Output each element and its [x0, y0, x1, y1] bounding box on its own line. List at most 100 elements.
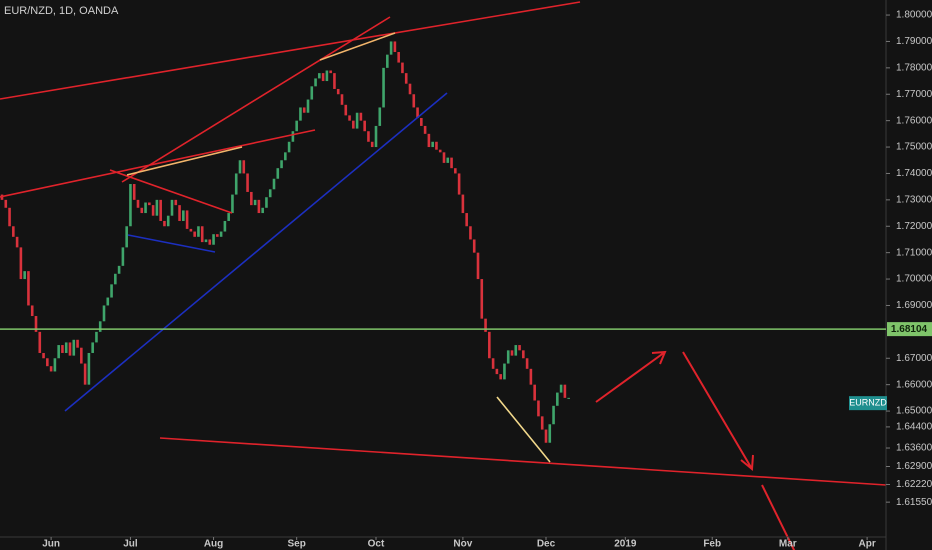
- candle-body: [208, 239, 212, 245]
- candle-body: [552, 405, 555, 425]
- candle-body: [457, 173, 461, 195]
- y-tick-label: 1.71000: [896, 247, 932, 258]
- candle-body: [250, 191, 253, 206]
- y-tick-label: 1.70000: [896, 274, 932, 285]
- candle-body: [189, 228, 193, 232]
- candle-body: [408, 83, 412, 95]
- candle-body: [106, 297, 110, 306]
- candle-body: [416, 107, 419, 119]
- candle-body: [193, 231, 196, 237]
- candle-body: [246, 173, 249, 192]
- candle-body: [102, 305, 106, 322]
- candle-body: [431, 141, 434, 148]
- candle-body: [306, 99, 310, 113]
- candle-body: [302, 107, 306, 113]
- candle-body: [548, 424, 552, 443]
- candle-body: [166, 215, 170, 227]
- candle-body: [563, 384, 567, 398]
- chart-title: EUR/NZD, 1D, OANDA: [4, 5, 119, 17]
- trend-line: [121, 16, 391, 183]
- candle-body: [567, 397, 570, 399]
- candle-body: [314, 78, 317, 87]
- symbol-badge: [849, 396, 887, 411]
- candle-body: [95, 331, 98, 343]
- candle-body: [367, 131, 370, 142]
- candle-body: [329, 70, 332, 74]
- candle-body: [178, 205, 181, 221]
- candle-body: [476, 252, 480, 280]
- candle-body: [46, 358, 49, 367]
- candle-body: [265, 197, 268, 208]
- y-tick-label: 1.69000: [896, 300, 932, 311]
- y-tick-label: 1.67000: [896, 353, 932, 364]
- candle-body: [87, 352, 91, 385]
- candle-body: [155, 199, 159, 216]
- y-tick-label: 1.62220: [896, 479, 932, 490]
- candle-body: [227, 213, 230, 221]
- candle-body: [182, 210, 185, 221]
- candle-body: [382, 67, 385, 108]
- candle-body: [117, 265, 121, 274]
- candle-body: [174, 199, 178, 206]
- candle-body: [148, 202, 151, 206]
- candle-body: [129, 184, 132, 227]
- candle-body: [401, 62, 404, 74]
- candle-body: [363, 120, 366, 132]
- candle-body: [268, 189, 272, 198]
- candle-body: [234, 173, 238, 195]
- candle-body: [280, 160, 283, 169]
- candle-body: [49, 366, 53, 372]
- candle-body: [219, 231, 223, 237]
- candle-body: [484, 318, 487, 332]
- candle-body: [12, 226, 15, 237]
- candle-body: [333, 73, 336, 89]
- candle-body: [442, 152, 446, 163]
- candle-body: [159, 199, 162, 221]
- x-tick-label: Jun: [42, 539, 60, 550]
- x-tick-label: Mar: [779, 539, 797, 550]
- candle-body: [559, 384, 563, 393]
- candle-body: [295, 120, 298, 132]
- candle-body: [242, 160, 246, 174]
- candle-body: [83, 363, 87, 385]
- y-tick-label: 1.79000: [896, 36, 932, 47]
- candle-body: [386, 54, 389, 68]
- candle-body: [348, 115, 351, 121]
- candle-body: [525, 358, 529, 369]
- candle-body: [80, 347, 83, 364]
- candle-body: [64, 342, 68, 353]
- candle-body: [359, 112, 363, 121]
- candle-body: [34, 316, 38, 332]
- candle-body: [503, 363, 506, 380]
- candle-body: [136, 199, 140, 208]
- candle-body: [472, 239, 476, 253]
- candle-body: [91, 342, 94, 353]
- y-tick-label: 1.80000: [896, 10, 932, 21]
- candle-body: [272, 178, 276, 190]
- candle-body: [72, 339, 76, 356]
- candle-body: [231, 194, 234, 214]
- candle-body: [423, 125, 427, 134]
- candle-body: [556, 392, 559, 406]
- candle-body: [397, 52, 400, 63]
- y-tick-label: 1.65000: [896, 406, 932, 417]
- candle-body: [352, 120, 355, 129]
- y-tick-label: 1.72000: [896, 221, 932, 232]
- candle-body: [318, 73, 321, 79]
- candle-body: [412, 94, 416, 108]
- candle-body: [514, 345, 518, 356]
- candle-body: [325, 70, 329, 82]
- arrow: [682, 351, 754, 471]
- candle-body: [344, 104, 348, 116]
- x-tick-label: Sep: [287, 539, 305, 550]
- candle-body: [446, 157, 450, 163]
- candle-body: [469, 226, 472, 240]
- x-tick-label: Jul: [123, 539, 138, 550]
- y-tick-label: 1.64400: [896, 422, 932, 433]
- candle-body: [299, 107, 302, 121]
- candle-body: [321, 73, 325, 82]
- candle-body: [132, 184, 136, 200]
- candle-body: [374, 125, 378, 148]
